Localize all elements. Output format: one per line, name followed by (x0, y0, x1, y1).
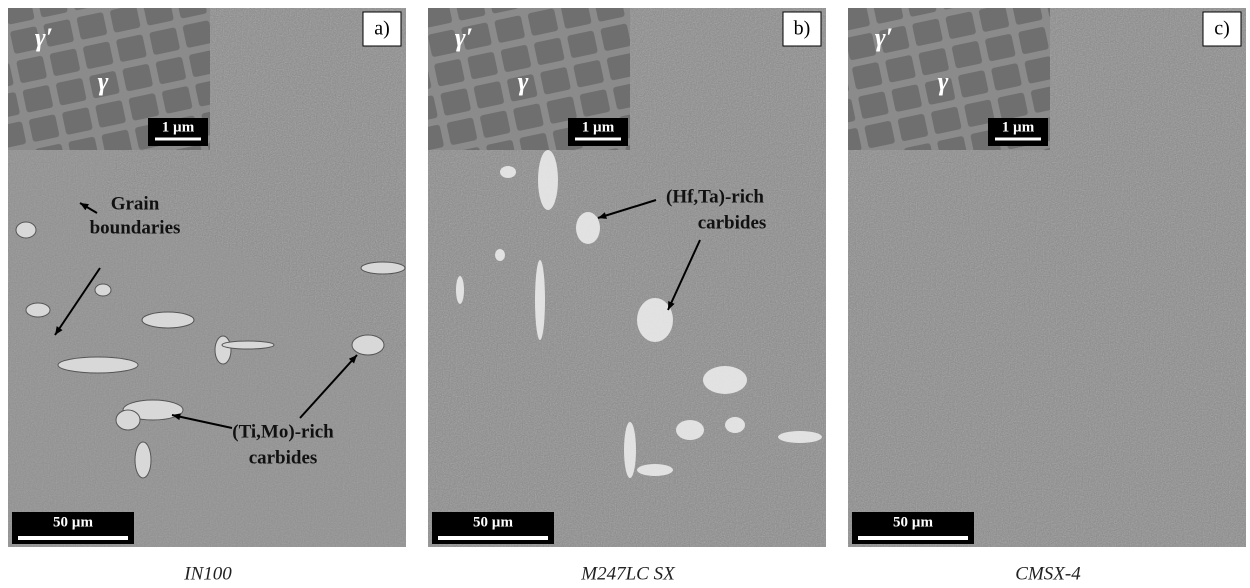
scale-label: 50 µm (473, 514, 513, 530)
annotation: boundaries (90, 217, 181, 238)
carbide (703, 366, 747, 394)
carbide (576, 212, 600, 244)
caption: M247LC SX (580, 563, 676, 584)
figure: γ′ γ 1 µm a) 50 µm IN100 Grain boundaries (Ti,Mo… (0, 0, 1250, 588)
inset-scale-label: 1 µm (1002, 119, 1035, 135)
carbide (222, 341, 274, 349)
annotation: (Hf,Ta)-rich (666, 186, 764, 207)
annotation: (Ti,Mo)-rich (232, 421, 334, 442)
carbide (26, 303, 50, 317)
gamma-label: γ (98, 67, 109, 96)
gamma-prime-label: γ′ (875, 23, 893, 52)
carbide (535, 260, 545, 340)
panel-label: a) (374, 18, 390, 40)
carbide (16, 222, 36, 238)
gamma-label: γ (938, 67, 949, 96)
carbide (495, 249, 505, 261)
annotation: Grain (111, 193, 160, 214)
gamma-label: γ (518, 67, 529, 96)
carbide (352, 335, 384, 355)
carbide (725, 417, 745, 433)
carbide (142, 312, 194, 328)
carbide (676, 420, 704, 440)
carbide (500, 166, 516, 178)
gamma-prime-label: γ′ (455, 23, 473, 52)
caption: IN100 (183, 563, 232, 584)
annotation: carbides (698, 212, 767, 233)
scale-label: 50 µm (893, 514, 933, 530)
scale-label: 50 µm (53, 514, 93, 530)
inset-scale-label: 1 µm (582, 119, 615, 135)
carbide (456, 276, 464, 304)
carbide (637, 298, 673, 342)
gamma-prime-label: γ′ (35, 23, 53, 52)
carbide (135, 442, 151, 478)
panel-label: c) (1214, 18, 1230, 40)
annotation: carbides (249, 447, 318, 468)
carbide (95, 284, 111, 296)
carbide (58, 357, 138, 373)
carbide (624, 422, 636, 478)
carbide (538, 150, 558, 210)
carbide (778, 431, 822, 443)
carbide (116, 410, 140, 430)
carbide (361, 262, 405, 274)
caption: CMSX-4 (1015, 563, 1081, 584)
carbide (637, 464, 673, 476)
panel-label: b) (794, 18, 811, 40)
carbide (215, 336, 231, 364)
inset-scale-label: 1 µm (162, 119, 195, 135)
